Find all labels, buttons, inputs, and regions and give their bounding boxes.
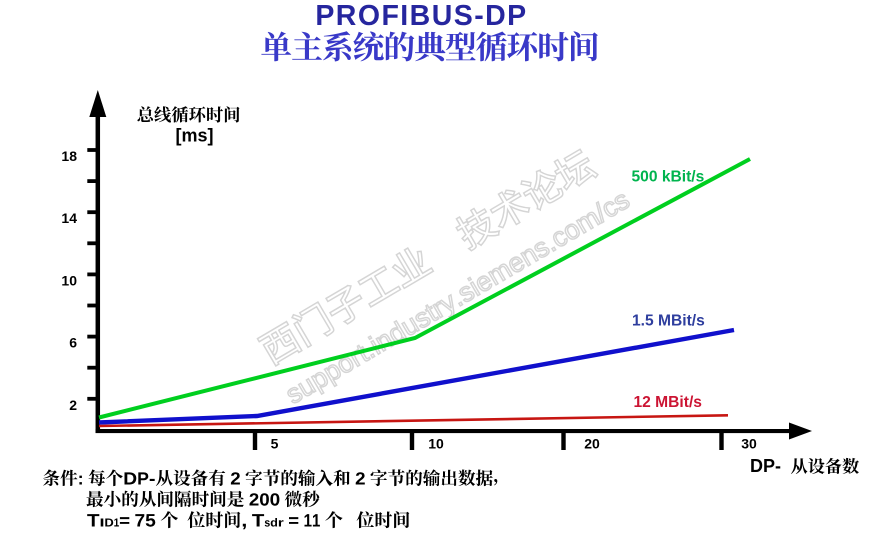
svg-text:30: 30 (741, 436, 757, 452)
svg-text:18: 18 (61, 148, 77, 164)
svg-text:10: 10 (428, 436, 444, 452)
svg-text:DP-: DP- (750, 456, 781, 476)
svg-text:2: 2 (69, 397, 77, 413)
svg-text:PROFIBUS-DP: PROFIBUS-DP (315, 0, 527, 32)
svg-text:500 kBit/s: 500 kBit/s (632, 169, 705, 186)
svg-text:10: 10 (61, 272, 77, 288)
svg-text:[ms]: [ms] (175, 125, 213, 145)
svg-text:20: 20 (584, 436, 600, 452)
svg-text:1.5 MBit/s: 1.5 MBit/s (632, 313, 705, 330)
svg-text:12 MBit/s: 12 MBit/s (634, 394, 703, 411)
svg-text:5: 5 (271, 436, 279, 452)
svg-text:14: 14 (61, 210, 77, 226)
svg-text:6: 6 (69, 335, 77, 351)
